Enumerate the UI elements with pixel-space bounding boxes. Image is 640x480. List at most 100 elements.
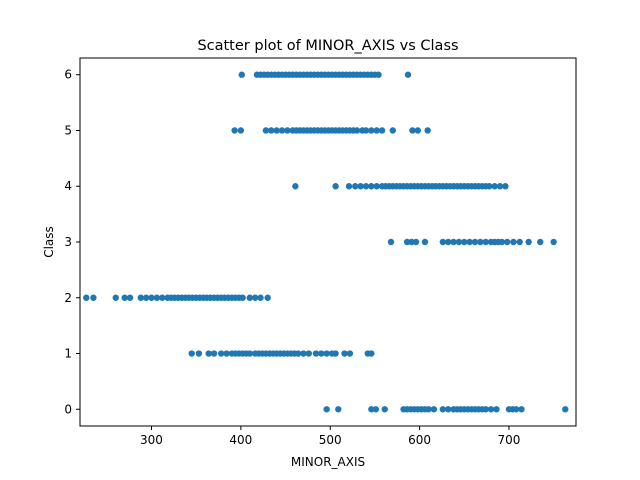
data-point (491, 183, 498, 190)
y-axis-title: Class (42, 226, 56, 258)
data-point (305, 350, 312, 357)
data-point (246, 350, 254, 357)
data-point (273, 127, 280, 134)
data-point (368, 406, 375, 413)
y-tick-label: 1 (64, 347, 72, 361)
data-point (262, 127, 270, 134)
data-point (353, 127, 361, 134)
y-tick-label: 6 (64, 68, 72, 82)
data-point (159, 294, 166, 301)
data-point (477, 238, 484, 246)
data-point (414, 127, 422, 134)
data-point (368, 350, 375, 357)
data-point (257, 294, 264, 301)
x-axis-ticks: 300 400 500 600 700 (140, 426, 520, 447)
data-point (210, 350, 218, 357)
y-tick-label: 5 (64, 123, 72, 137)
data-point (83, 294, 90, 301)
x-tick-label: 400 (229, 433, 252, 447)
data-point (461, 238, 468, 246)
data-point (195, 350, 203, 357)
data-point (362, 127, 370, 134)
data-point (142, 294, 150, 301)
data-point (424, 127, 431, 134)
data-point (312, 350, 320, 357)
data-point (408, 238, 415, 246)
data-point (381, 406, 388, 413)
data-point (498, 238, 506, 246)
data-point (223, 350, 230, 357)
data-point (455, 238, 463, 246)
data-point (188, 350, 195, 357)
data-point (518, 406, 525, 413)
data-point (404, 71, 412, 78)
data-point (378, 127, 386, 134)
data-point (251, 294, 259, 301)
data-point (471, 238, 479, 246)
data-point (335, 406, 342, 413)
y-tick-label: 2 (64, 291, 72, 305)
data-point (496, 183, 504, 190)
plot-frame (79, 57, 577, 427)
data-point (121, 294, 128, 301)
x-tick-label: 300 (140, 433, 163, 447)
data-point (445, 406, 452, 413)
data-point (332, 183, 339, 190)
data-point (238, 71, 245, 78)
data-point (493, 406, 500, 413)
data-point (357, 183, 364, 190)
x-axis-title: MINOR_AXIS (291, 455, 365, 469)
data-point (368, 127, 375, 134)
data-point (90, 294, 97, 301)
data-point (362, 183, 370, 190)
data-point (239, 294, 246, 301)
data-point (264, 294, 271, 301)
data-point (137, 294, 144, 301)
data-point (237, 127, 245, 134)
data-point (466, 238, 473, 246)
x-tick-label: 600 (408, 433, 431, 447)
data-point (450, 238, 457, 246)
data-point (482, 238, 489, 246)
data-point (126, 294, 134, 301)
data-point (439, 238, 447, 246)
data-point (487, 406, 495, 413)
data-point (205, 350, 212, 357)
data-point (373, 127, 380, 134)
data-point (268, 127, 275, 134)
data-point (246, 294, 254, 301)
data-point (550, 238, 557, 246)
data-point (525, 238, 532, 246)
data-point (412, 238, 420, 246)
data-point (292, 183, 299, 190)
data-point (341, 350, 348, 357)
data-point (300, 350, 307, 357)
data-point (387, 238, 395, 246)
data-point (537, 238, 544, 246)
data-point (368, 183, 375, 190)
data-point (512, 406, 520, 413)
data-points (83, 71, 569, 413)
data-point (278, 127, 286, 134)
x-tick-label: 500 (319, 433, 342, 447)
data-point (153, 294, 161, 301)
data-point (510, 238, 517, 246)
data-point (375, 71, 382, 78)
data-point (389, 127, 396, 134)
data-point (346, 350, 354, 357)
data-point (345, 183, 353, 190)
data-point (425, 406, 432, 413)
data-point (421, 238, 429, 246)
y-tick-label: 0 (64, 402, 72, 416)
data-point (352, 183, 359, 190)
data-point (439, 406, 447, 413)
data-point (332, 350, 339, 357)
chart-title: Scatter plot of MINOR_AXIS vs Class (197, 38, 458, 54)
data-point (430, 406, 438, 413)
data-point (323, 350, 330, 357)
y-axis-ticks: 0 1 2 3 4 5 6 (64, 68, 80, 416)
data-point (323, 406, 330, 413)
data-point (562, 406, 569, 413)
